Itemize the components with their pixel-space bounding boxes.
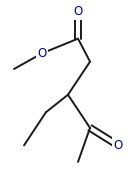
- Text: O: O: [113, 139, 123, 152]
- Text: O: O: [37, 47, 47, 60]
- Text: O: O: [73, 6, 83, 18]
